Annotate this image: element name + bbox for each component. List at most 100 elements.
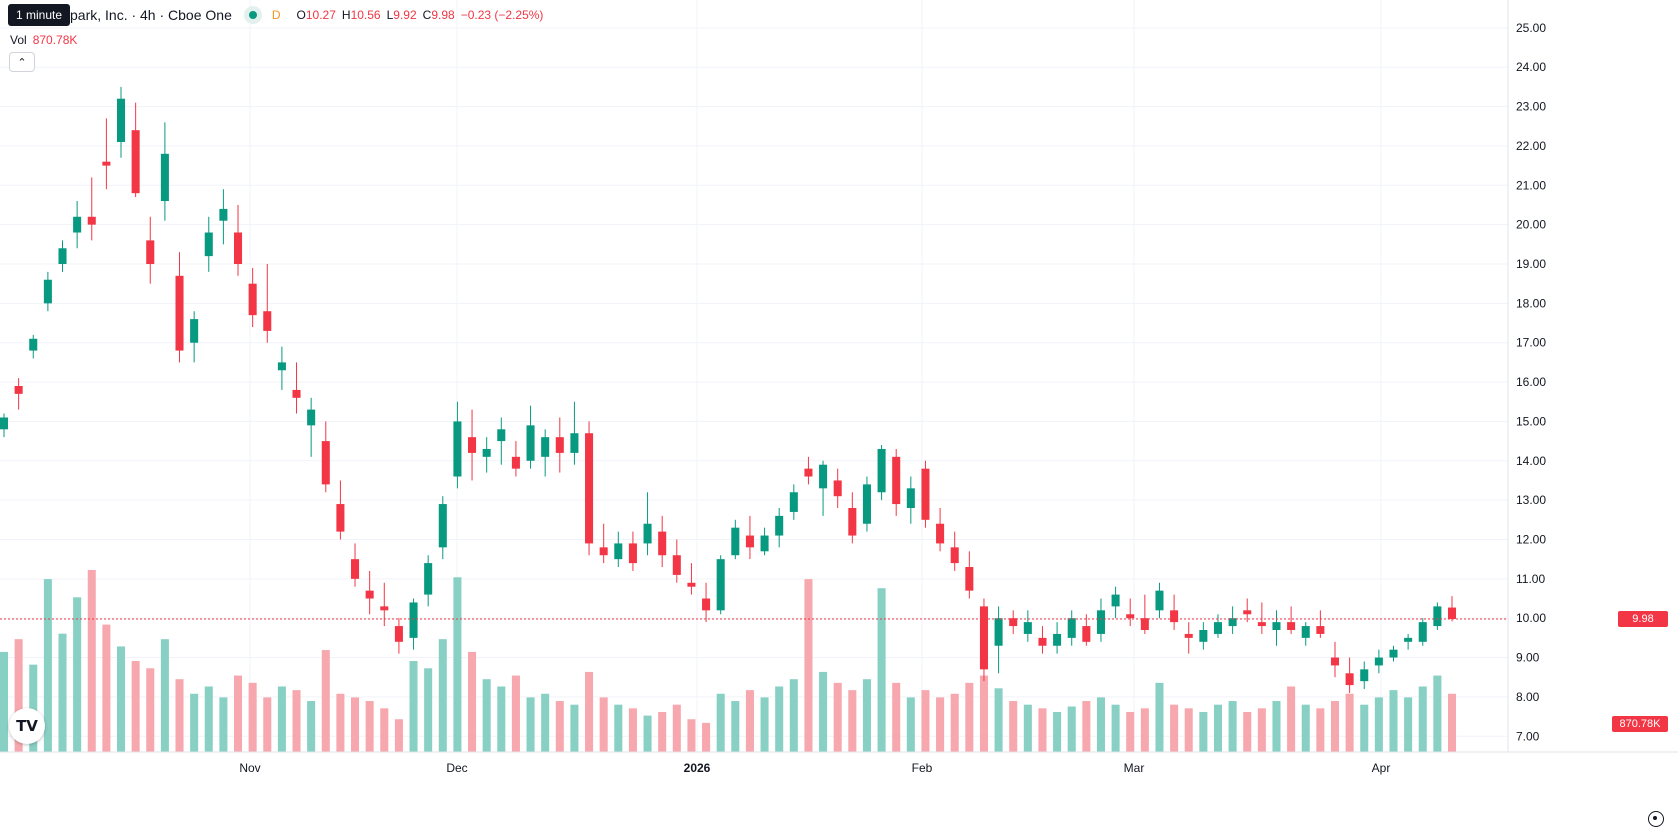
volume-bar bbox=[936, 697, 945, 752]
candle-body bbox=[263, 311, 272, 331]
symbol-title[interactable]: park, Inc. · 4h · Cboe One bbox=[70, 7, 232, 23]
candle-body bbox=[804, 468, 813, 477]
price-tick-label: 12.00 bbox=[1516, 532, 1546, 546]
time-tick-label: Apr bbox=[1372, 761, 1391, 775]
candle-body bbox=[658, 531, 667, 556]
candle-body bbox=[43, 279, 52, 304]
volume-bar bbox=[1272, 701, 1281, 752]
candle-body bbox=[1009, 618, 1018, 627]
tradingview-logo-icon[interactable]: TV bbox=[9, 708, 45, 744]
candle-body bbox=[1272, 622, 1281, 630]
volume-value: 870.78K bbox=[32, 33, 78, 47]
candle-body bbox=[1287, 622, 1296, 630]
candle-body bbox=[190, 319, 199, 343]
volume-bar bbox=[1023, 704, 1032, 752]
volume-bar bbox=[1301, 704, 1310, 752]
candle-body bbox=[936, 523, 945, 544]
volume-bar bbox=[1316, 708, 1325, 752]
time-tick-label: Feb bbox=[912, 761, 933, 775]
volume-bar bbox=[1418, 686, 1427, 752]
volume-bar bbox=[1199, 711, 1208, 752]
volume-bar bbox=[14, 639, 23, 752]
volume-bar bbox=[1082, 701, 1091, 752]
current-price-tag: 9.98 bbox=[1618, 610, 1668, 627]
candle-body bbox=[482, 448, 491, 457]
volume-bar bbox=[628, 708, 637, 752]
candle-body bbox=[292, 389, 301, 398]
candle-body bbox=[1082, 626, 1091, 642]
price-tick-label: 23.00 bbox=[1516, 100, 1546, 114]
candle-body bbox=[833, 480, 842, 497]
volume-bar bbox=[1067, 706, 1076, 752]
collapse-legend-button[interactable]: ⌃ bbox=[9, 52, 35, 72]
volume-bar bbox=[277, 686, 286, 752]
volume-bar bbox=[73, 597, 82, 752]
candle-body bbox=[672, 555, 681, 575]
volume-bar bbox=[453, 577, 462, 752]
candle-body bbox=[102, 161, 111, 166]
candle-body bbox=[1345, 673, 1354, 686]
interval-tooltip: 1 minute bbox=[8, 4, 71, 26]
time-tick-label: 2026 bbox=[684, 761, 711, 775]
market-open-icon bbox=[243, 6, 262, 24]
candle-body bbox=[321, 441, 330, 485]
volume-bar bbox=[87, 570, 96, 752]
volume-bar bbox=[716, 693, 725, 752]
candle-body bbox=[1389, 649, 1398, 658]
volume-bar bbox=[58, 633, 67, 752]
volume-bar bbox=[672, 704, 681, 752]
volume-bar bbox=[877, 588, 886, 752]
data-delay-badge[interactable]: D bbox=[271, 8, 281, 22]
candle-body bbox=[453, 421, 462, 477]
volume-bar bbox=[731, 701, 740, 752]
candle-body bbox=[380, 606, 389, 611]
price-tick-label: 19.00 bbox=[1516, 257, 1546, 271]
time-tick-label: Dec bbox=[446, 761, 467, 775]
volume-bar bbox=[1155, 682, 1164, 752]
volume-bar bbox=[526, 697, 535, 752]
volume-bar bbox=[1126, 711, 1135, 752]
price-tick-label: 20.00 bbox=[1516, 218, 1546, 232]
candle-body bbox=[1243, 610, 1252, 615]
candle-body bbox=[1213, 622, 1223, 634]
candle-body bbox=[511, 456, 520, 469]
volume-bar bbox=[906, 697, 915, 752]
settings-icon[interactable] bbox=[1648, 811, 1664, 827]
volume-bar bbox=[745, 690, 754, 752]
volume-bar bbox=[1389, 690, 1398, 752]
volume-bar bbox=[351, 697, 360, 752]
volume-bar bbox=[979, 675, 988, 752]
candle-body bbox=[687, 582, 696, 587]
current-volume-tag: 870.78K bbox=[1612, 715, 1668, 732]
candle-body bbox=[409, 602, 418, 638]
candle-body bbox=[1155, 590, 1164, 611]
price-tick-label: 13.00 bbox=[1516, 493, 1546, 507]
candle-body bbox=[146, 240, 155, 264]
candle-body bbox=[1096, 610, 1105, 634]
volume-bar bbox=[116, 646, 126, 752]
candle-body bbox=[1316, 626, 1325, 634]
volume-bar bbox=[1096, 697, 1105, 752]
candle-body bbox=[965, 567, 974, 591]
candle-body bbox=[789, 492, 798, 512]
volume-bar bbox=[687, 719, 696, 752]
candle-body bbox=[1067, 618, 1076, 638]
candle-body bbox=[921, 468, 930, 520]
volume-bar bbox=[1374, 697, 1383, 752]
candle-body bbox=[58, 248, 67, 264]
volume-bar bbox=[1140, 708, 1149, 752]
candle-body bbox=[468, 437, 477, 453]
candle-body bbox=[365, 590, 374, 599]
volume-bar bbox=[643, 715, 652, 752]
candle-body bbox=[555, 437, 564, 453]
volume-bar bbox=[204, 686, 213, 752]
volume-bar bbox=[336, 693, 345, 752]
price-tick-label: 7.00 bbox=[1516, 729, 1540, 743]
volume-bar bbox=[1170, 704, 1179, 752]
volume-bar bbox=[555, 701, 564, 752]
candle-body bbox=[819, 464, 828, 489]
volume-bar bbox=[321, 650, 330, 752]
candle-body bbox=[307, 409, 316, 426]
